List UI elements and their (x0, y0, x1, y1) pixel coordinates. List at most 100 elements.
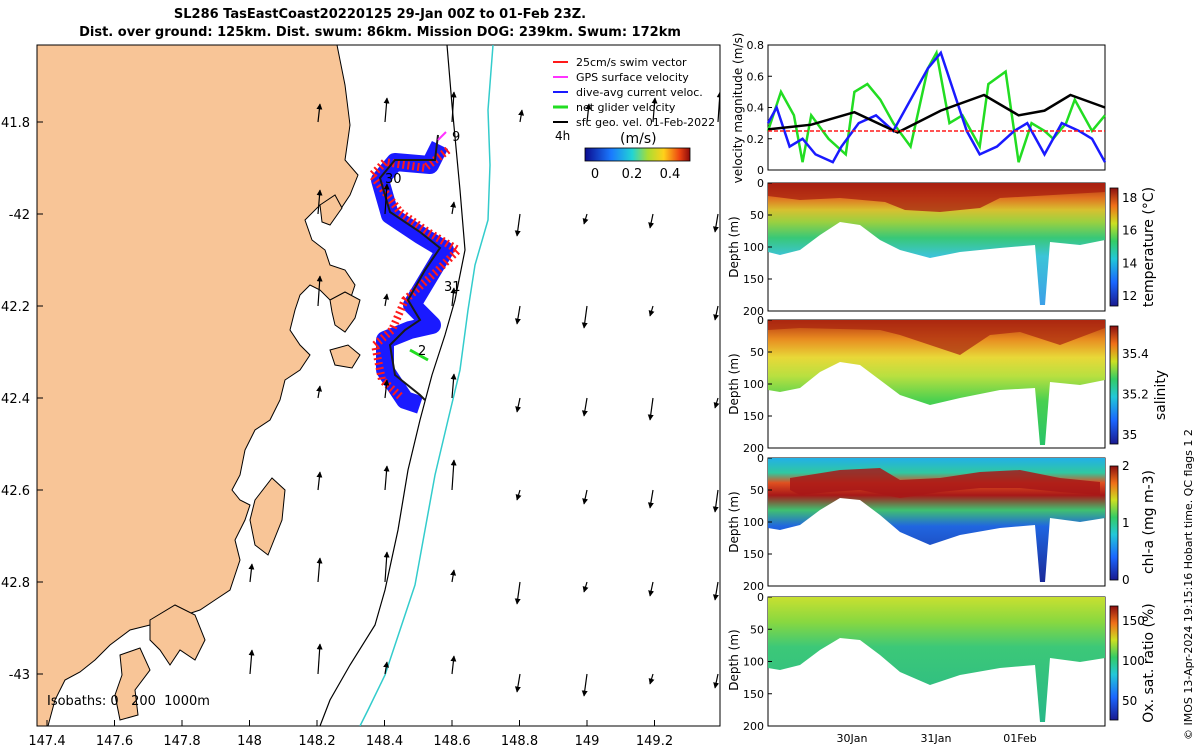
chla-cbar-label: chl-a (mg m-3) (1141, 470, 1157, 574)
temperature-cbar-label: temperature (°C) (1141, 187, 1157, 307)
depth-tick-label: 200 (743, 442, 764, 455)
forestier-peninsula (249, 477, 286, 556)
depth-tick-label: 0 (757, 591, 764, 604)
chla-colorbar (1109, 465, 1119, 581)
lat-tick-label: 42.2 (1, 300, 30, 315)
legend-dive-label: dive-avg current veloc. (576, 86, 703, 99)
depth-tick-label: 50 (750, 346, 764, 359)
geo-velocity-arrow (581, 397, 588, 417)
depth-tick-label: 100 (743, 656, 764, 669)
geo-velocity-arrow (316, 189, 323, 215)
bruny-island (114, 647, 151, 721)
oxygen-ylabel: Depth (m) (727, 629, 741, 690)
temperature-colorbar (1109, 187, 1119, 307)
geo-velocity-arrow (248, 563, 255, 583)
geo-velocity-arrow (316, 103, 323, 123)
depth-tick-label: 100 (743, 516, 764, 529)
geo-velocity-arrow (450, 655, 457, 675)
geo-velocity-arrow (713, 673, 720, 689)
salinity-colorbar-ticks: 35 35.2 35.4 (1122, 347, 1149, 442)
isobaths-label: Isobaths: 0 200 1000m (47, 694, 210, 709)
lat-tick-label: -42 (9, 208, 30, 223)
day-label-31: 31 (444, 280, 461, 295)
legend-interval: 4h (555, 129, 570, 143)
depth-tick-label: 150 (743, 688, 764, 701)
velocity-yticks: 0 0.2 0.4 0.6 0.8 (747, 39, 772, 177)
velocity-ytick-label: 0.4 (747, 102, 765, 115)
lat-tick-label: 42.4 (1, 392, 30, 407)
colorbar-tick-label: 50 (1122, 694, 1137, 708)
oxygen-cbar-label: Ox. sat. ratio (%) (1141, 603, 1157, 722)
geo-velocity-arrow (450, 373, 457, 399)
depth-tick-label: 150 (743, 273, 764, 286)
geo-velocity-arrow (713, 397, 720, 409)
lat-tick-label: 41.8 (1, 116, 30, 131)
depth-tick-label: 50 (750, 484, 764, 497)
geo-velocity-arrow (712, 213, 719, 233)
oxygen-depth-ticks: 0 50 100 150 200 (743, 591, 772, 733)
depth-tick-label: 200 (743, 720, 764, 733)
geo-velocity-arrow (713, 305, 720, 321)
day-label-01: 2 (418, 344, 426, 359)
colorbar-tick-label: 150 (1122, 614, 1145, 628)
geo-velocity-arrow (383, 97, 390, 123)
salinity-colorbar (1109, 325, 1119, 445)
velocity-colorbar (584, 147, 691, 162)
lon-tick-label: 148.4 (366, 734, 403, 749)
colorbar-tick-label: 35 (1122, 428, 1137, 442)
legend-gps-label: GPS surface velocity (576, 71, 689, 84)
geo-velocity-arrow (450, 569, 457, 583)
lon-tick-label: 147.8 (163, 734, 200, 749)
salinity-section: 0 50 100 150 200 35 35.2 35.4 salinity Depth (… (727, 314, 1169, 455)
lon-tick-label: 147.4 (28, 734, 65, 749)
velocity-series-sfc-geo-vel- (767, 93, 1106, 134)
colorbar-tick-label: 35.4 (1122, 347, 1149, 361)
figure-title-line-1: SL286 TasEastCoast20220125 29-Jan 00Z to… (173, 7, 587, 22)
geo-velocity-arrow (582, 581, 589, 593)
geo-velocity-arrow (648, 673, 655, 685)
depth-tick-label: 150 (743, 548, 764, 561)
geo-velocity-arrow (450, 459, 457, 491)
depth-tick-label: 0 (757, 452, 764, 465)
depth-tick-label: 0 (757, 314, 764, 327)
geo-velocity-arrow (514, 581, 521, 605)
colorbar-tick-label: 12 (1122, 289, 1137, 303)
salinity-cbar-label: salinity (1153, 370, 1169, 420)
depth-tick-label: 200 (743, 305, 764, 318)
xtick-01feb: 01Feb (1003, 732, 1036, 745)
colorbar-tick-label: 1 (1122, 516, 1130, 530)
geo-velocity-arrow (383, 379, 390, 399)
geo-velocity-arrow (450, 91, 457, 123)
temperature-ylabel: Depth (m) (727, 216, 741, 277)
tasmania-land (37, 45, 359, 726)
velocity-series (766, 49, 1107, 164)
geo-velocity-arrow (316, 471, 323, 491)
lon-tick-label: 148.2 (298, 734, 335, 749)
geo-velocity-arrow (316, 643, 323, 675)
colorbar-tick-0: 0 (591, 167, 599, 182)
temperature-colorbar-ticks: 12 14 16 18 (1122, 191, 1137, 303)
lat-tick-label: 42.6 (1, 484, 30, 499)
geo-velocity-arrow (383, 551, 390, 583)
geo-velocity-arrow (651, 97, 658, 123)
isobath-1000m (359, 45, 494, 726)
velocity-ytick-label: 0.8 (747, 39, 765, 52)
geo-velocity-arrow (383, 465, 390, 491)
temperature-section: 0 50 100 150 200 12 14 16 18 temperature (°C) D… (727, 177, 1157, 318)
chla-depth-ticks: 0 50 100 150 200 (743, 452, 772, 593)
figure-title-line-2: Dist. over ground: 125km. Dist. swum: 86… (79, 25, 681, 40)
xtick-30jan: 30Jan (837, 732, 868, 745)
velocity-panel: 0 0.2 0.4 0.6 0.8 velocity magnitude (m/s) (731, 33, 1107, 183)
salinity-high-patch (768, 320, 1105, 355)
lon-tick-label: 148.8 (501, 734, 538, 749)
geo-velocity-arrow (450, 201, 457, 215)
geo-velocity-arrow (647, 489, 654, 509)
colorbar-tick-label: 35.2 (1122, 388, 1149, 402)
day-label-29: 9 (452, 130, 460, 145)
geo-velocity-arrow (582, 489, 589, 505)
velocity-series-dive-avg-current-veloc- (766, 50, 1107, 164)
lat-tick-label: -43 (9, 668, 30, 683)
temperature-warm-patch (768, 183, 1105, 212)
velocity-ytick-label: 0.6 (747, 70, 765, 83)
